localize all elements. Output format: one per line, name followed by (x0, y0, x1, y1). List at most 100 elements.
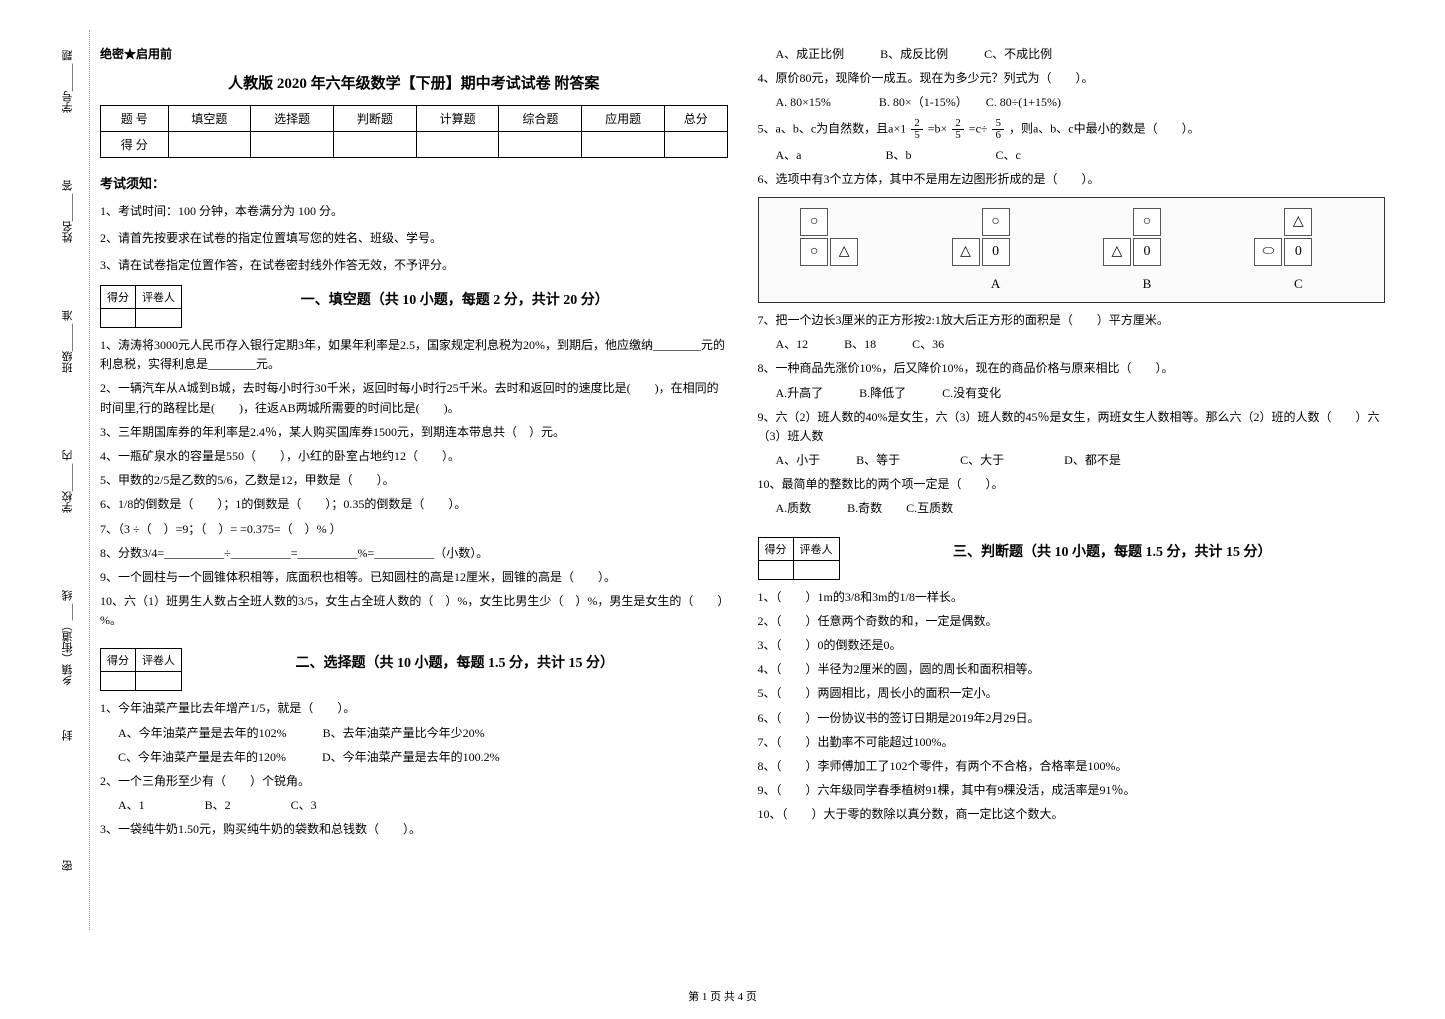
notice-item: 1、考试时间：100 分钟，本卷满分为 100 分。 (100, 202, 728, 219)
score-header: 判断题 (334, 106, 417, 132)
net-cell-triangle: △ (952, 238, 980, 266)
choice-q2: 2、一个三角形至少有（ ）个锐角。 (100, 772, 728, 791)
notice-item: 3、请在试卷指定位置作答，在试卷密封线外作答无效，不予评分。 (100, 256, 728, 273)
net-cell-circle: ○ (800, 208, 828, 236)
net-cell-oval: ⬭ (1254, 238, 1282, 266)
cube-net-original: ○ ○△ (800, 208, 888, 292)
notice-item: 2、请首先按要求在试卷的指定位置填写您的姓名、班级、学号。 (100, 229, 728, 246)
choice-q5-pre: 5、a、b、c为自然数，且a×1 (758, 121, 907, 135)
mini-cell (758, 560, 793, 579)
cube-net-figure: ○ ○△ ○ △0 A ○ △0 (758, 197, 1386, 303)
mini-header: 得分 (758, 537, 793, 560)
right-column: A、成正比例 B、成反比例 C、不成比例 4、原价80元，现降价一成五。现在为多… (758, 40, 1386, 845)
mini-header: 评卷人 (136, 286, 182, 309)
mini-cell (136, 309, 182, 328)
grader-box: 得分评卷人 (100, 285, 182, 328)
net-cell-triangle: △ (1103, 238, 1131, 266)
score-header: 计算题 (416, 106, 499, 132)
net-cell-circle: ○ (982, 208, 1010, 236)
section-3-title: 三、判断题（共 10 小题，每题 1.5 分，共计 15 分） (840, 541, 1386, 561)
choice-q9-opts: A、小于 B、等于 C、大于 D、都不是 (758, 451, 1386, 470)
choice-q5-post: ，则a、b、c中最小的数是（ ）。 (1009, 121, 1200, 135)
choice-q6: 6、选项中有3个立方体，其中不是用左边图形折成的是（ ）。 (758, 170, 1386, 189)
score-cell (168, 132, 251, 158)
choice-q3: 3、一袋纯牛奶1.50元，购买纯牛奶的袋数和总钱数（ ）。 (100, 820, 728, 839)
section-2-title: 二、选择题（共 10 小题，每题 1.5 分，共计 15 分） (182, 652, 728, 672)
score-cell (251, 132, 334, 158)
fill-q10: 10、六（1）班男生人数占全班人数的3/5，女生占全班人数的（ ）%，女生比男生… (100, 592, 728, 630)
sidebar-label: 封 (60, 730, 76, 741)
page-container: 学号_____ 题 姓名_____ 答 班级_____ 准 学校_____ 内 … (0, 0, 1445, 1019)
fill-q8: 8、分数3/4=__________÷__________=__________… (100, 544, 728, 563)
judge-q1: 1、（ ）1m的3/8和3m的1/8一样长。 (758, 588, 1386, 607)
fraction-icon: 25 (952, 118, 964, 141)
choice-q7-opts: A、12 B、18 C、36 (758, 335, 1386, 354)
mini-header: 得分 (101, 649, 136, 672)
section-2-header: 得分评卷人 二、选择题（共 10 小题，每题 1.5 分，共计 15 分） (100, 648, 728, 691)
choice-q5-mid2: =c÷ (969, 121, 988, 135)
sidebar-label: 学号_____ 题 (60, 50, 76, 113)
fill-q2: 2、一辆汽车从A城到B城，去时每小时行30千米，返回时每小时行25千米。去时和返… (100, 379, 728, 417)
score-header: 应用题 (582, 106, 665, 132)
score-cell (499, 132, 582, 158)
mini-cell (136, 672, 182, 691)
sidebar-label: 学校_____ 内 (60, 450, 76, 513)
judge-q5: 5、（ ）两圆相比，周长小的面积一定小。 (758, 684, 1386, 703)
sidebar-label: 乡镇（街道）___ 线 (60, 590, 76, 686)
mini-header: 得分 (101, 286, 136, 309)
mini-header: 评卷人 (136, 649, 182, 672)
choice-q4: 4、原价80元，现降价一成五。现在为多少元？列式为（ ）。 (758, 69, 1386, 88)
fill-q6: 6、1/8的倒数是（ ）；1的倒数是（ ）；0.35的倒数是（ ）。 (100, 495, 728, 514)
net-cell-zero: 0 (1133, 238, 1161, 266)
judge-q8: 8、（ ）李师傅加工了102个零件，有两个不合格，合格率是100%。 (758, 757, 1386, 776)
choice-q5-mid1: =b× (928, 121, 948, 135)
cube-option-b: ○ △0 B (1103, 208, 1191, 292)
score-row-label: 得 分 (101, 132, 169, 158)
mini-header: 评卷人 (793, 537, 839, 560)
score-cell (416, 132, 499, 158)
score-cell (664, 132, 727, 158)
choice-q7: 7、把一个边长3厘米的正方形按2:1放大后正方形的面积是（ ）平方厘米。 (758, 311, 1386, 330)
fill-q7: 7、（3 ÷（ ）=9；（ ）= =0.375=（ ）% ） (100, 520, 728, 539)
binding-sidebar: 学号_____ 题 姓名_____ 答 班级_____ 准 学校_____ 内 … (50, 30, 90, 930)
fraction-icon: 56 (992, 118, 1004, 141)
exam-title: 人教版 2020 年六年级数学【下册】期中考试试卷 附答案 (100, 72, 728, 93)
fill-q5: 5、甲数的2/5是乙数的5/6，乙数是12，甲数是（ ）。 (100, 471, 728, 490)
score-cell (334, 132, 417, 158)
net-cell-circle: ○ (800, 238, 828, 266)
choice-q5: 5、a、b、c为自然数，且a×1 25 =b× 25 =c÷ 56 ，则a、b、… (758, 118, 1386, 141)
choice-q9: 9、六（2）班人数的40%是女生，六（3）班人数的45％是女生，两班女生人数相等… (758, 408, 1386, 446)
fraction-icon: 25 (911, 118, 923, 141)
cube-label-a: A (991, 276, 1000, 292)
judge-q4: 4、（ ）半径为2厘米的圆，圆的周长和面积相等。 (758, 660, 1386, 679)
choice-q10-opts: A.质数 B.奇数 C.互质数 (758, 499, 1386, 518)
section-3-header: 得分评卷人 三、判断题（共 10 小题，每题 1.5 分，共计 15 分） (758, 537, 1386, 580)
score-cell (582, 132, 665, 158)
page-footer: 第 1 页 共 4 页 (0, 988, 1445, 1004)
choice-q5-opts: A、a B、b C、c (758, 146, 1386, 165)
fill-q9: 9、一个圆柱与一个圆锥体积相等，底面积也相等。已知圆柱的高是12厘米，圆锥的高是… (100, 568, 728, 587)
net-cell-zero: 0 (1284, 238, 1312, 266)
net-cell-triangle: △ (830, 238, 858, 266)
choice-q1-opts-a: A、今年油菜产量是去年的102% B、去年油菜产量比今年少20% (100, 724, 728, 743)
sidebar-label: 班级_____ 准 (60, 310, 76, 373)
cube-label-c: C (1294, 276, 1303, 292)
choice-q10: 10、最简单的整数比的两个项一定是（ ）。 (758, 475, 1386, 494)
choice-q3-opts: A、成正比例 B、成反比例 C、不成比例 (758, 45, 1386, 64)
content-columns: 绝密★启用前 人教版 2020 年六年级数学【下册】期中考试试卷 附答案 题 号… (100, 40, 1385, 845)
section-1-header: 得分评卷人 一、填空题（共 10 小题，每题 2 分，共计 20 分） (100, 285, 728, 328)
score-header: 总分 (664, 106, 727, 132)
left-column: 绝密★启用前 人教版 2020 年六年级数学【下册】期中考试试卷 附答案 题 号… (100, 40, 728, 845)
cube-option-c: △ ⬭0 C (1254, 208, 1342, 292)
net-cell-triangle: △ (1284, 208, 1312, 236)
choice-q4-opts: A. 80×15% B. 80×（1-15%） C. 80÷(1+15%) (758, 93, 1386, 112)
judge-q2: 2、（ ）任意两个奇数的和，一定是偶数。 (758, 612, 1386, 631)
fill-q1: 1、涛涛将3000元人民币存入银行定期3年，如果年利率是2.5，国家规定利息税为… (100, 336, 728, 374)
score-header: 综合题 (499, 106, 582, 132)
choice-q1-opts-b: C、今年油菜产量是去年的120% D、今年油菜产量是去年的100.2% (100, 748, 728, 767)
judge-q6: 6、（ ）一份协议书的签订日期是2019年2月29日。 (758, 709, 1386, 728)
judge-q3: 3、（ ）0的倒数还是0。 (758, 636, 1386, 655)
score-table: 题 号 填空题 选择题 判断题 计算题 综合题 应用题 总分 得 分 (100, 105, 728, 158)
mini-cell (793, 560, 839, 579)
choice-q1: 1、今年油菜产量比去年增产1/5，就是（ ）。 (100, 699, 728, 718)
